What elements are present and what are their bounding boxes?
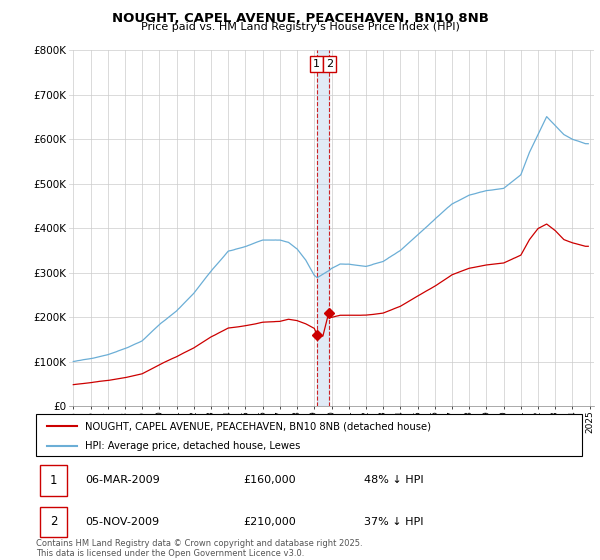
Text: Price paid vs. HM Land Registry's House Price Index (HPI): Price paid vs. HM Land Registry's House …	[140, 22, 460, 32]
Text: 2: 2	[50, 515, 57, 529]
Text: £160,000: £160,000	[244, 475, 296, 485]
Text: 2: 2	[326, 59, 333, 69]
Bar	[40, 465, 67, 496]
Text: HPI: Average price, detached house, Lewes: HPI: Average price, detached house, Lewe…	[85, 441, 301, 451]
Bar	[317, 50, 329, 406]
Text: 06-MAR-2009: 06-MAR-2009	[85, 475, 160, 485]
Text: NOUGHT, CAPEL AVENUE, PEACEHAVEN, BN10 8NB (detached house): NOUGHT, CAPEL AVENUE, PEACEHAVEN, BN10 8…	[85, 421, 431, 431]
Text: £210,000: £210,000	[244, 517, 296, 527]
Text: 05-NOV-2009: 05-NOV-2009	[85, 517, 159, 527]
Bar	[40, 507, 67, 537]
Text: 37% ↓ HPI: 37% ↓ HPI	[364, 517, 423, 527]
Text: 48% ↓ HPI: 48% ↓ HPI	[364, 475, 423, 485]
Text: 1: 1	[313, 59, 320, 69]
Text: NOUGHT, CAPEL AVENUE, PEACEHAVEN, BN10 8NB: NOUGHT, CAPEL AVENUE, PEACEHAVEN, BN10 8…	[112, 12, 488, 25]
Text: Contains HM Land Registry data © Crown copyright and database right 2025.
This d: Contains HM Land Registry data © Crown c…	[36, 539, 362, 558]
Text: 1: 1	[50, 474, 57, 487]
